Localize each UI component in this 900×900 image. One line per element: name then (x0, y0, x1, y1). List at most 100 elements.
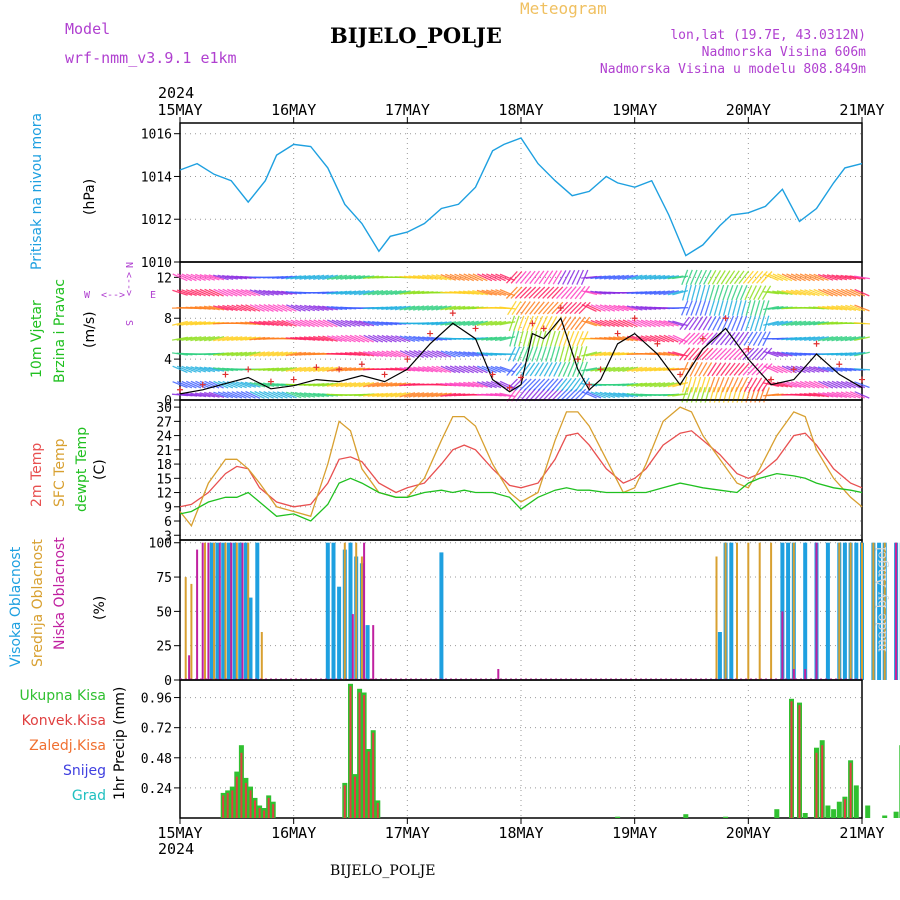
y-tick-label: 1016 (141, 128, 172, 143)
wind-barb (481, 336, 498, 341)
wind-barb (376, 382, 393, 388)
wind-barb (739, 377, 749, 393)
wind-barb (679, 347, 691, 361)
wind-barb (649, 290, 666, 295)
wind-barb (367, 350, 384, 358)
wind-barb (566, 269, 576, 285)
wind-barb (506, 388, 518, 402)
wind-barb (322, 305, 338, 311)
wind-barb (317, 274, 334, 281)
wind-barb (533, 378, 546, 391)
wind-barb (603, 352, 620, 356)
wind-barb (529, 301, 541, 315)
wind-barb (367, 392, 384, 397)
wind-barb (499, 306, 516, 310)
wind-barb (763, 350, 779, 358)
precip-conv-bar (235, 776, 238, 818)
bottom-date-label: 15MAY (157, 824, 202, 842)
wind-barb (551, 286, 564, 299)
wind-barb (295, 319, 311, 328)
wind-barb (531, 346, 538, 362)
compass-we-arrow: <--> (101, 290, 125, 301)
wind-barb (431, 321, 448, 326)
wind-barb (539, 362, 549, 377)
wind-barb (617, 304, 634, 312)
precip-conv-bar (222, 795, 225, 818)
wind-barb (353, 290, 370, 296)
precip-total-bar (831, 809, 837, 818)
station-title: BIJELO_POLJE (330, 23, 502, 48)
model-label: Model (65, 20, 110, 38)
wind-barb (686, 376, 693, 393)
wind-barb (595, 304, 611, 312)
wind-barb (344, 290, 361, 296)
wind-barb (722, 284, 729, 301)
y-tick-label: 1014 (141, 170, 172, 185)
wind-barb (508, 315, 516, 332)
wind-barb (317, 366, 334, 372)
wind-barb (622, 319, 638, 328)
wind-barb (377, 334, 393, 343)
y-tick-label: 0.72 (141, 722, 172, 737)
wind-barb (481, 289, 497, 296)
wind-barb (559, 346, 565, 362)
wind-barb (695, 376, 702, 393)
wind-barb (513, 330, 520, 347)
cloud-high-bar (842, 542, 847, 680)
wind-barb (481, 273, 497, 282)
wind-barb (245, 304, 261, 312)
precip-conv-bar (376, 802, 379, 818)
elevation-info: Nadmorska Visina 606m (702, 45, 867, 60)
wind-barb (853, 275, 871, 280)
wind-barb (719, 347, 732, 361)
wind-barb (417, 336, 434, 342)
wind-gust-marker (529, 320, 536, 327)
wind-barb (381, 290, 398, 296)
wind-barb (663, 290, 679, 296)
wind-barb (385, 382, 402, 387)
compass-east: E (150, 290, 156, 301)
wind-barb (743, 377, 753, 393)
wind-gust-marker (472, 325, 479, 332)
cloud-mid-bar (736, 542, 738, 680)
wind-barb (560, 301, 573, 315)
wind-barb (363, 334, 379, 343)
wind-barb (186, 380, 202, 389)
precip-total-bar (836, 801, 842, 818)
wind-barb (381, 392, 398, 398)
wind-barb (295, 304, 311, 312)
wind-barb (726, 315, 734, 331)
wind-barb (581, 304, 597, 312)
wind-barb (340, 382, 357, 388)
wind-barb (449, 350, 466, 358)
wind-barb (822, 288, 838, 297)
wind-barb (313, 366, 329, 373)
wind-barb (549, 346, 556, 362)
y-tick-label: 50 (156, 605, 172, 620)
wind-barb (340, 319, 356, 327)
wind-barb (440, 350, 456, 358)
wind-barb (308, 304, 325, 312)
wind-barb (481, 320, 498, 326)
bottom-date-axis: 15MAY 16MAY 17MAY 18MAY 19MAY 20MAY 21MAY (157, 818, 885, 842)
wind-barb (185, 321, 202, 326)
wind-barb (176, 365, 193, 374)
wind-barb (403, 290, 420, 295)
wind-barb (690, 300, 698, 316)
wind-gust-marker (358, 361, 365, 368)
wind-barb (562, 361, 571, 377)
wind-barb (581, 290, 598, 296)
wind-barb (631, 382, 648, 387)
compass-south: S (123, 320, 134, 326)
wind-barb (372, 392, 389, 398)
wind-barb (204, 274, 220, 281)
cloud-high-bar (780, 542, 785, 680)
wind-barb (272, 320, 288, 327)
y-tick-label: 0.96 (141, 692, 172, 707)
cloud-low-bar (207, 542, 210, 680)
wind-gust-marker (177, 386, 183, 393)
wind-barb (327, 319, 343, 328)
wind-barb (417, 392, 434, 398)
